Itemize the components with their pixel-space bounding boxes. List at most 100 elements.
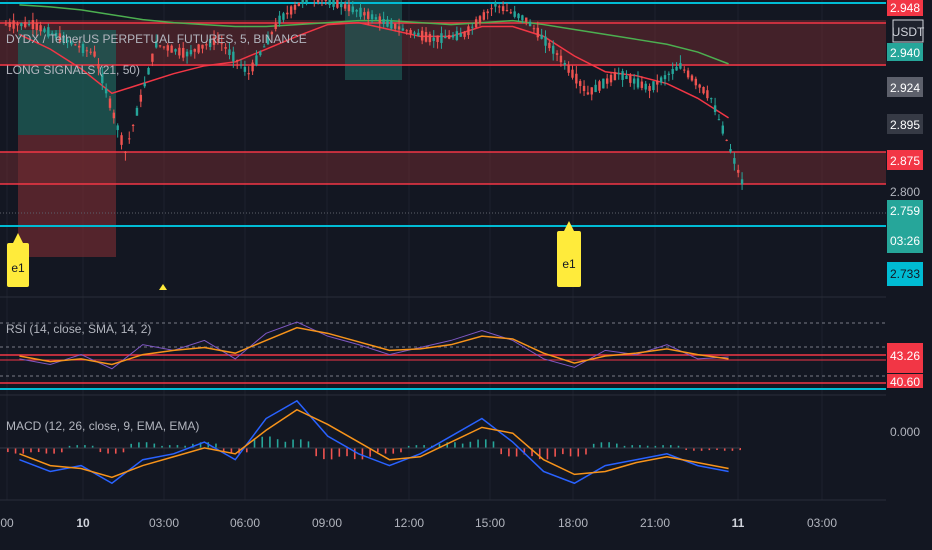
candle-body-163 bbox=[632, 78, 636, 84]
candle-body-93 bbox=[363, 12, 366, 16]
candle-body-140 bbox=[544, 36, 547, 46]
candle-body-102 bbox=[397, 26, 401, 30]
macd-hist-bar-76 bbox=[592, 443, 595, 448]
candle-body-35 bbox=[139, 94, 143, 102]
candle-body-99 bbox=[386, 19, 389, 27]
signal-box-2 bbox=[557, 231, 581, 287]
macd-hist-bar-71 bbox=[554, 447, 556, 457]
candle-body-78 bbox=[305, 0, 308, 3]
candle-body-139 bbox=[540, 34, 543, 39]
candle-body-1 bbox=[8, 22, 11, 28]
time-label-4: 09:00 bbox=[312, 516, 342, 530]
candle-body-164 bbox=[636, 78, 640, 88]
candle-body-6 bbox=[27, 23, 31, 26]
macd-hist-bar-1 bbox=[14, 447, 17, 454]
candle-body-53 bbox=[208, 38, 212, 47]
candle-body-20 bbox=[81, 44, 85, 53]
macd-hist-bar-38 bbox=[299, 439, 302, 448]
candle-body-135 bbox=[525, 17, 528, 22]
time-label-9: 11 bbox=[732, 516, 745, 530]
candle-body-68 bbox=[266, 35, 270, 45]
candle-body-180 bbox=[698, 84, 701, 88]
candle-body-74 bbox=[289, 6, 293, 15]
candle-body-46 bbox=[182, 47, 185, 58]
candle-body-144 bbox=[559, 55, 563, 63]
candle-body-136 bbox=[528, 21, 532, 27]
candle-body-3 bbox=[16, 23, 19, 26]
macd-hist-bar-88 bbox=[685, 447, 687, 450]
macd-line bbox=[19, 399, 729, 485]
candle-body-113 bbox=[440, 33, 443, 43]
macd-hist-bar-27 bbox=[215, 443, 217, 448]
candle-body-165 bbox=[640, 81, 644, 88]
candle-body-19 bbox=[77, 45, 81, 48]
macd-hist-bar-90 bbox=[700, 447, 703, 451]
candle-body-131 bbox=[509, 12, 513, 14]
macd-hist-bar-33 bbox=[261, 436, 264, 448]
candle-body-142 bbox=[552, 45, 555, 54]
macd-title[interactable]: MACD (12, 26, close, 9, EMA, EMA) bbox=[6, 419, 199, 433]
countdown-label: 03:26 bbox=[890, 234, 920, 248]
candle-body-169 bbox=[656, 80, 659, 85]
candle-body-156 bbox=[605, 78, 609, 84]
macd-hist-bar-75 bbox=[585, 447, 587, 455]
candle-body-109 bbox=[424, 31, 428, 42]
macd-hist-bar-28 bbox=[222, 447, 225, 453]
macd-hist-bar-78 bbox=[608, 442, 610, 448]
signal-marker-2: e1 bbox=[557, 221, 581, 287]
indicator-title[interactable]: LONG SIGNALS (21, 50) bbox=[6, 63, 140, 77]
candle-body-184 bbox=[713, 105, 717, 113]
candle-body-58 bbox=[228, 49, 231, 56]
candle-body-152 bbox=[590, 87, 593, 95]
macd-hist-bar-81 bbox=[631, 445, 634, 448]
macd-hist-bar-86 bbox=[669, 445, 672, 448]
macd-hist-bar-77 bbox=[600, 442, 603, 448]
candle-body-81 bbox=[316, 0, 320, 3]
rsi-label-4326: 43.26 bbox=[890, 349, 920, 363]
macd-hist-bar-82 bbox=[639, 445, 641, 448]
chart-symbol-title[interactable]: DYDX / TetherUS PERPETUAL FUTURES, 5, BI… bbox=[6, 32, 307, 46]
candle-body-25 bbox=[101, 74, 104, 84]
candle-body-104 bbox=[405, 30, 408, 32]
candle-body-72 bbox=[282, 13, 285, 20]
candle-body-63 bbox=[247, 73, 250, 75]
candle-body-189 bbox=[733, 158, 736, 164]
label-bg-2924 bbox=[887, 77, 923, 97]
candle-body-75 bbox=[293, 4, 297, 10]
candle-body-67 bbox=[262, 46, 266, 48]
candle-body-66 bbox=[259, 51, 262, 56]
candle-body-158 bbox=[613, 72, 617, 81]
macd-hist-bar-54 bbox=[423, 445, 425, 448]
candle-body-56 bbox=[220, 43, 223, 45]
candle-body-138 bbox=[536, 27, 540, 38]
candle-body-114 bbox=[444, 36, 447, 39]
price-label-2940: 2.940 bbox=[890, 46, 920, 60]
candle-body-186 bbox=[721, 125, 725, 134]
price-label-2733: 2.733 bbox=[890, 267, 920, 281]
macd-hist-bar-43 bbox=[338, 447, 341, 457]
rsi-title[interactable]: RSI (14, close, SMA, 14, 2) bbox=[6, 322, 151, 336]
candle-body-124 bbox=[482, 12, 486, 20]
long-signal-box-loss bbox=[18, 135, 116, 257]
label-bg-4326 bbox=[887, 343, 923, 373]
candle-body-76 bbox=[297, 2, 301, 6]
signal-label-2: e1 bbox=[562, 257, 576, 271]
candle-body-73 bbox=[286, 12, 289, 15]
candle-body-45 bbox=[178, 47, 181, 56]
currency-label[interactable]: USDT bbox=[892, 25, 925, 39]
macd-hist-bar-13 bbox=[107, 447, 109, 454]
candle-body-178 bbox=[690, 75, 694, 81]
candle-body-191 bbox=[740, 179, 744, 185]
candle-body-18 bbox=[74, 44, 77, 46]
candle-body-130 bbox=[505, 10, 509, 12]
candle-body-62 bbox=[243, 66, 247, 72]
time-label-6: 15:00 bbox=[475, 516, 505, 530]
macd-hist-bar-12 bbox=[99, 447, 102, 453]
macd-hist-bar-61 bbox=[477, 439, 479, 448]
time-label-5: 12:00 bbox=[394, 516, 424, 530]
ma-slow-line bbox=[19, 4, 729, 65]
candle-body-8 bbox=[35, 22, 38, 31]
candle-body-4 bbox=[20, 23, 23, 27]
candle-body-150 bbox=[582, 85, 586, 91]
